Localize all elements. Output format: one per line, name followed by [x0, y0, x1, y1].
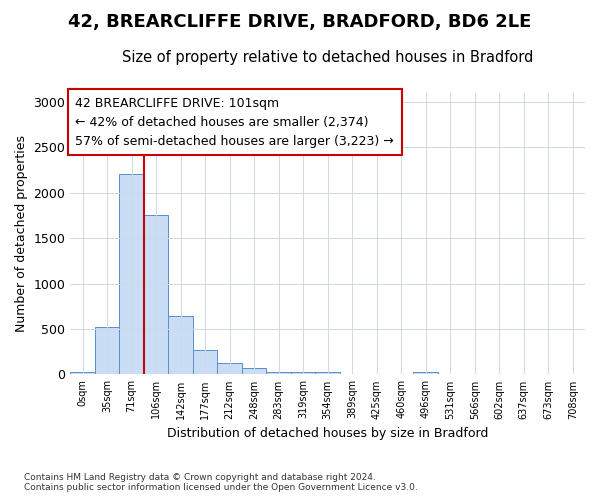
Bar [217, 362, 242, 374]
Bar [413, 372, 438, 374]
Text: Contains public sector information licensed under the Open Government Licence v3: Contains public sector information licen… [24, 484, 418, 492]
Bar [70, 372, 95, 374]
Y-axis label: Number of detached properties: Number of detached properties [15, 135, 28, 332]
Bar [95, 327, 119, 374]
Bar [266, 372, 291, 374]
X-axis label: Distribution of detached houses by size in Bradford: Distribution of detached houses by size … [167, 427, 488, 440]
Bar [291, 372, 316, 374]
Bar [144, 216, 169, 374]
Text: 42 BREARCLIFFE DRIVE: 101sqm
← 42% of detached houses are smaller (2,374)
57% of: 42 BREARCLIFFE DRIVE: 101sqm ← 42% of de… [76, 97, 394, 148]
Title: Size of property relative to detached houses in Bradford: Size of property relative to detached ho… [122, 50, 533, 65]
Bar [242, 368, 266, 374]
Bar [193, 350, 217, 374]
Bar [119, 174, 144, 374]
Text: 42, BREARCLIFFE DRIVE, BRADFORD, BD6 2LE: 42, BREARCLIFFE DRIVE, BRADFORD, BD6 2LE [68, 12, 532, 30]
Bar [316, 372, 340, 374]
Text: Contains HM Land Registry data © Crown copyright and database right 2024.: Contains HM Land Registry data © Crown c… [24, 472, 376, 482]
Bar [169, 316, 193, 374]
